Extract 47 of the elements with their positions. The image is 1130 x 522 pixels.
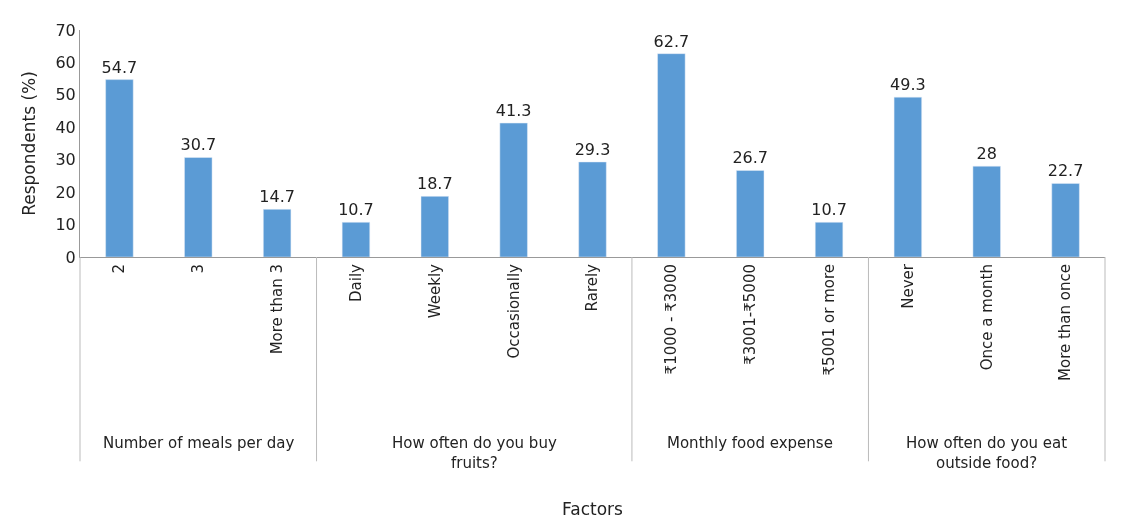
x-axis-title: How often do you eat outside food? (906, 434, 1068, 472)
bar (184, 157, 213, 257)
x-axis-title: How often do you buy fruits? (392, 434, 557, 472)
x-tick-label: More than once (1056, 264, 1075, 381)
x-axis-title: Number of meals per day (103, 434, 295, 452)
bar (578, 161, 607, 257)
x-tick-label: Never (898, 263, 917, 309)
y-tick-label: 60 (55, 53, 76, 73)
y-tick-label: 20 (55, 182, 76, 202)
data-label: 14.7 (259, 187, 295, 207)
y-tick-label: 30 (55, 150, 76, 170)
data-label: 30.7 (180, 135, 217, 155)
x-tick-label: 2 (110, 264, 129, 274)
text: Factors (562, 499, 624, 519)
bar (420, 196, 449, 257)
bar (341, 222, 371, 257)
bar (263, 209, 292, 257)
x-tick-label: ₹5001 or more (819, 264, 838, 376)
data-label: 28 (976, 144, 997, 164)
x-tick-label: Once a month (977, 264, 996, 371)
x-tick-label: Occasionally (504, 263, 523, 359)
data-label: 41.3 (495, 101, 532, 121)
data-label: 22.7 (1047, 161, 1084, 181)
bar (499, 122, 528, 257)
bar (105, 79, 134, 257)
y-tick-label: 10 (55, 215, 76, 235)
data-label: 26.7 (732, 148, 769, 168)
x-tick-label: Weekly (425, 263, 444, 319)
x-tick-label: ₹1000 - ₹3000 (662, 264, 681, 375)
x-tick-label: ₹3001-₹5000 (741, 264, 760, 365)
x-tick-label: Rarely (583, 263, 602, 312)
x-axis-title: Monthly food expense (667, 434, 833, 452)
y-tick-label: 50 (55, 85, 76, 105)
y-tick-label: 70 (55, 20, 76, 40)
data-label: 18.7 (417, 174, 453, 194)
data-label: 49.3 (890, 75, 926, 95)
x-tick-label: More than 3 (267, 264, 286, 355)
x-tick-label: 3 (189, 264, 208, 274)
data-label: 10.7 (338, 200, 374, 220)
x-tick-label: Daily (346, 263, 365, 302)
y-axis-title: Respondents (%) (18, 71, 39, 216)
data-label: 54.7 (101, 57, 138, 77)
data-label: 62.7 (653, 31, 690, 51)
y-tick-label: 40 (55, 117, 76, 137)
data-label: 10.7 (811, 200, 847, 220)
y-tick-label: 0 (65, 247, 76, 267)
data-label: 29.3 (574, 139, 611, 159)
